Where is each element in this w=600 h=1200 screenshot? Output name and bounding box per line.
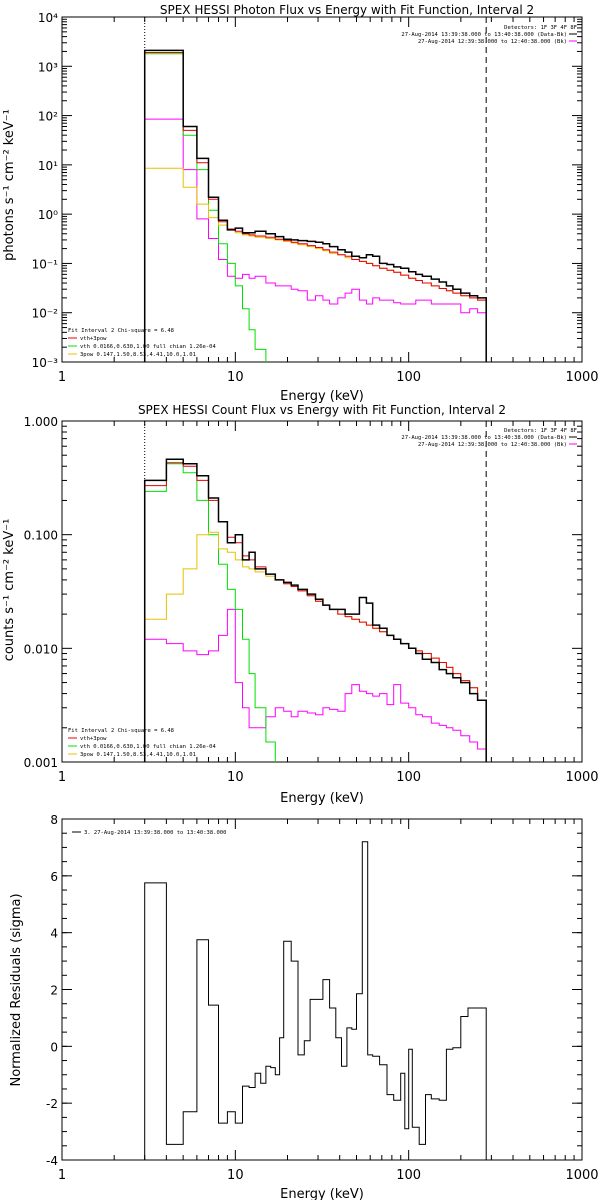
y-tick-label: 10⁰ <box>38 208 58 222</box>
series-data-line <box>143 458 487 762</box>
legend-label-pow: 3pow 0.147,1.50,8.53,4.41,10.0,1.01 <box>80 752 196 758</box>
y-tick-label: 10³ <box>38 60 58 74</box>
plot-frame <box>61 420 583 763</box>
y-tick-label: 2 <box>50 984 58 998</box>
x-tick-label: 1 <box>58 1168 66 1183</box>
series-total-line <box>144 52 487 362</box>
info-text: 27-Aug-2014 13:39:38.000 to 13:40:38.000… <box>401 32 567 38</box>
y-tick-label: 10² <box>38 110 58 124</box>
y-tick-label: 0.010 <box>24 642 58 656</box>
series-bk-line <box>144 118 487 362</box>
y-tick-label: 4 <box>50 927 58 941</box>
x-tick-label: 10 <box>227 370 244 385</box>
series-group <box>143 458 487 762</box>
x-tick-label: 10 <box>227 770 244 785</box>
y-tick-label: 10⁻¹ <box>32 257 59 271</box>
y-tick-label: 6 <box>50 870 58 884</box>
legend-label-data: 3. 27-Aug-2014 13:39:38.000 to 13:40:38.… <box>84 830 226 836</box>
info-text: 27-Aug-2014 13:39:38.000 to 13:40:38.000… <box>401 435 567 441</box>
y-axis-label: counts s⁻¹ cm⁻² keV⁻¹ <box>2 519 17 662</box>
x-tick-label: 10 <box>227 1168 244 1183</box>
chart-title: SPEX HESSI Photon Flux vs Energy with Fi… <box>160 3 534 17</box>
y-tick-label: 10⁻³ <box>32 356 59 370</box>
legend-label-vth: vth 0.0166,0.630,1.00 full chian 1.26e-0… <box>80 744 216 750</box>
y-tick-label: -4 <box>46 1154 58 1168</box>
y-axis-label: photons s⁻¹ cm⁻² keV⁻¹ <box>2 109 17 261</box>
legend-label-total: vth+3pow <box>80 336 107 342</box>
series-pow-line <box>144 531 487 762</box>
count-flux-panel: SPEX HESSI Count Flux vs Energy with Fit… <box>2 403 599 806</box>
series-bk-line <box>144 608 487 762</box>
x-axis-label: Energy (keV) <box>280 1187 364 1200</box>
info-text: Detectors: 1F 3F 4F 8F <box>504 25 577 31</box>
series-vth-line <box>144 463 276 762</box>
y-tick-label: 0.100 <box>24 529 58 543</box>
x-tick-label: 100 <box>396 770 421 785</box>
photon-flux-panel: SPEX HESSI Photon Flux vs Energy with Fi… <box>2 3 599 404</box>
y-tick-label: -2 <box>46 1097 58 1111</box>
series-data-line <box>144 841 487 1160</box>
x-axis-label: Energy (keV) <box>280 791 364 806</box>
legend-label-vth: vth 0.0166,0.630,1.00 full chian 1.26e-0… <box>80 344 216 350</box>
x-axis-label: Energy (keV) <box>280 389 364 404</box>
plot-area: 1 10 100 1000 10⁻³ 10⁻² 10⁻¹ 10⁰ 10¹ 10² 10³ 10⁴ Det… <box>32 11 599 385</box>
y-tick-label: 0.001 <box>24 756 58 770</box>
y-tick-label: 0 <box>50 1040 58 1054</box>
info-text: Detectors: 1F 3F 4F 8F <box>504 428 577 434</box>
legend-label-total: vth+3pow <box>80 736 107 742</box>
plot-area: 1 10 100 1000 -4 -2 0 2 4 6 8 3. 27-Aug-2014 13:39:… <box>46 813 599 1183</box>
series-vth-line <box>144 53 267 362</box>
x-tick-label: 100 <box>396 370 421 385</box>
x-tick-label: 100 <box>396 1168 421 1183</box>
series-total-line <box>144 462 487 762</box>
plot-area: 1 10 100 1000 0.001 0.010 0.100 1.000 Detectors:… <box>24 415 599 785</box>
y-tick-label: 8 <box>50 813 58 827</box>
x-tick-label: 1000 <box>565 1168 598 1183</box>
y-tick-label: 10⁴ <box>38 11 58 25</box>
y-tick-label: 10¹ <box>38 159 58 173</box>
y-tick-label: 1.000 <box>24 415 58 429</box>
residuals-panel: Energy (keV) Normalized Residuals (sigma… <box>9 813 599 1200</box>
info-text: 27-Aug-2014 12:39:38.000 to 12:40:38.000… <box>418 442 567 448</box>
y-tick-label: 10⁻² <box>32 307 59 321</box>
x-tick-label: 1 <box>58 770 66 785</box>
y-axis-label: Normalized Residuals (sigma) <box>9 893 24 1086</box>
legend-title: Fit Interval 2 Chi-square = 6.48 <box>68 728 174 734</box>
x-tick-label: 1 <box>58 370 66 385</box>
series-pow-line <box>144 167 487 362</box>
legend-label-pow: 3pow 0.147,1.50,8.53,4.41,10.0,1.01 <box>80 352 196 358</box>
chart-title: SPEX HESSI Count Flux vs Energy with Fit… <box>138 403 506 417</box>
series-group <box>143 49 487 362</box>
series-data-line <box>143 49 487 362</box>
series-group <box>144 841 487 1160</box>
x-tick-label: 1000 <box>565 770 598 785</box>
plot-frame <box>61 16 583 363</box>
legend-title: Fit Interval 2 Chi-square = 6.48 <box>68 328 174 334</box>
x-tick-label: 1000 <box>565 370 598 385</box>
info-text: 27-Aug-2014 12:39:38.000 to 12:40:38.000… <box>418 39 567 45</box>
plot-frame <box>61 818 583 1161</box>
